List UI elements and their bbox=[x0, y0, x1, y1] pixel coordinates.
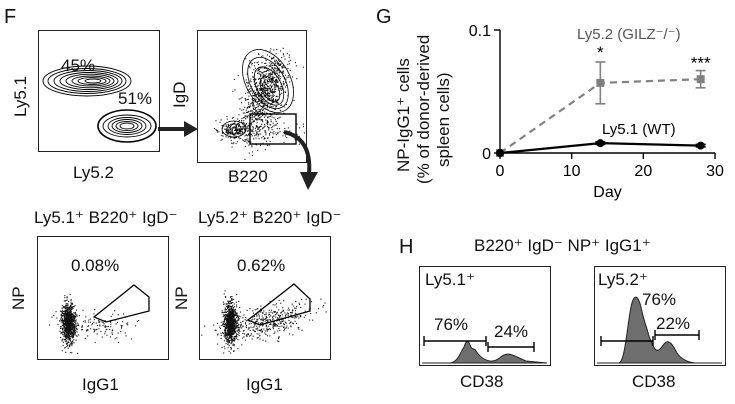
x-tick-label: 10 bbox=[563, 163, 581, 180]
hist2-tag: Ly5.2⁺ bbox=[598, 270, 648, 289]
flow-plot-np-igg1-ly52 bbox=[199, 236, 331, 360]
gate-pct-ly52: 51% bbox=[118, 89, 153, 108]
axis-x-igg1-a: IgG1 bbox=[82, 375, 119, 394]
significance-mark: *** bbox=[691, 54, 711, 73]
hist2-pct-high: 22% bbox=[656, 314, 691, 333]
axis-y-np-a: NP bbox=[9, 286, 28, 310]
axis-x-igg1-b: IgG1 bbox=[246, 375, 283, 394]
y-tick-label: 0.1 bbox=[469, 23, 491, 40]
panel-g-label: G bbox=[376, 6, 392, 28]
flow-plot-igd-b220 bbox=[197, 30, 307, 163]
x-axis-title: Day bbox=[593, 184, 621, 201]
flow-contour-ly5 bbox=[42, 65, 157, 143]
axis-x-b220: B220 bbox=[228, 167, 268, 186]
chart-ylabel-line2: (% of donor-derived bbox=[414, 34, 433, 184]
histogram-ly52 bbox=[594, 266, 726, 366]
panel-h-title: B220⁺ IgD⁻ NP⁺ IgG1⁺ bbox=[474, 236, 651, 255]
plot-title-ly52: Ly5.2⁺ B220⁺ IgD⁻ bbox=[198, 208, 342, 227]
panel-f-label: F bbox=[4, 6, 17, 28]
hist2-xlabel: CD38 bbox=[632, 372, 676, 391]
arrow-right-icon bbox=[158, 121, 198, 137]
gate-pct-ly52-np: 0.62% bbox=[237, 256, 286, 275]
flow-plot-np-igg1-ly51 bbox=[37, 236, 169, 360]
x-tick-label: 0 bbox=[496, 163, 505, 180]
histogram-ly51 bbox=[419, 266, 551, 366]
data-point bbox=[596, 139, 605, 148]
flow-dots-ly52 bbox=[201, 283, 327, 354]
panel-h-label: H bbox=[399, 236, 414, 258]
data-point bbox=[596, 78, 605, 87]
significance-mark: * bbox=[597, 43, 604, 62]
y-tick-label: 0 bbox=[482, 146, 491, 163]
legend-label-gilz: Ly5.2 (GILZ⁻/⁻) bbox=[577, 26, 681, 43]
data-point bbox=[696, 75, 705, 84]
x-tick-label: 20 bbox=[634, 163, 652, 180]
x-tick-label: 30 bbox=[706, 163, 724, 180]
hist2-pct-low: 76% bbox=[642, 290, 677, 309]
legend-label-wt: Ly5.1 (WT) bbox=[602, 121, 676, 138]
hist1-pct-low: 76% bbox=[434, 315, 469, 334]
axis-y-ly51: Ly5.1 bbox=[11, 76, 30, 117]
histogram-curve-ly52 bbox=[597, 296, 722, 364]
flow-plot-ly51-ly52 bbox=[38, 30, 160, 152]
plot-title-ly51: Ly5.1⁺ B220⁺ IgD⁻ bbox=[34, 208, 178, 227]
gate-pct-ly51: 45% bbox=[61, 56, 96, 75]
gate-pct-ly51-np: 0.08% bbox=[71, 256, 120, 275]
axis-y-igd: IgD bbox=[170, 81, 189, 108]
chart-ylabel-line1: NP-IgG1⁺ cells bbox=[394, 58, 413, 172]
chart-ylabel-line3: spleen cells) bbox=[434, 72, 453, 168]
arrow-down-curved-icon bbox=[283, 130, 318, 190]
flow-dots-igd-b220 bbox=[214, 47, 305, 160]
hist1-tag: Ly5.1⁺ bbox=[425, 270, 475, 289]
hist1-xlabel: CD38 bbox=[460, 372, 504, 391]
axis-x-ly52: Ly5.2 bbox=[73, 163, 114, 182]
data-point bbox=[496, 149, 504, 157]
histogram-curve-ly51 bbox=[422, 336, 548, 364]
axis-y-np-b: NP bbox=[172, 286, 191, 310]
line-chart-np-igg1: 0 0.1 0 10 20 30 Day Ly5.2 (GILZ⁻/⁻) Ly5.1 (WT) *… bbox=[469, 23, 724, 201]
flow-dots-ly51 bbox=[49, 284, 150, 354]
data-point bbox=[696, 141, 705, 150]
hist1-pct-high: 24% bbox=[494, 322, 529, 341]
